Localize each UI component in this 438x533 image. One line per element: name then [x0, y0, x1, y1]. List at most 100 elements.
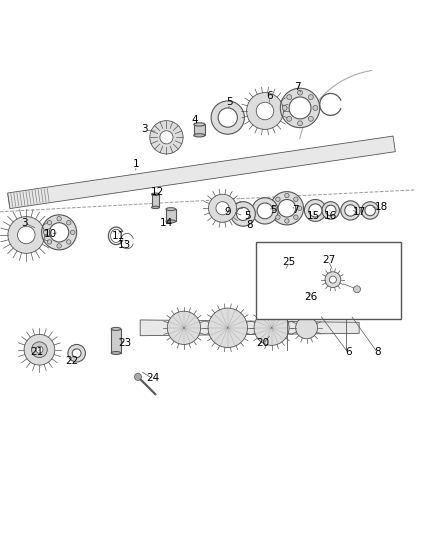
- Circle shape: [329, 276, 336, 283]
- Text: 12: 12: [151, 187, 164, 197]
- Text: 9: 9: [224, 207, 231, 217]
- Ellipse shape: [194, 123, 205, 126]
- Circle shape: [341, 201, 360, 220]
- Text: 3: 3: [141, 124, 148, 134]
- Circle shape: [276, 215, 280, 220]
- Text: 22: 22: [66, 356, 79, 366]
- Circle shape: [281, 274, 297, 290]
- Circle shape: [256, 102, 274, 120]
- Circle shape: [218, 108, 237, 127]
- Circle shape: [287, 269, 291, 272]
- Circle shape: [18, 226, 35, 244]
- Text: 11: 11: [112, 231, 125, 241]
- Text: 14: 14: [160, 217, 173, 228]
- Circle shape: [208, 194, 237, 222]
- Circle shape: [276, 280, 280, 284]
- Bar: [166, 209, 176, 221]
- Circle shape: [293, 215, 298, 220]
- Circle shape: [57, 216, 61, 221]
- Bar: [194, 124, 205, 135]
- Circle shape: [325, 205, 336, 216]
- Circle shape: [293, 197, 298, 201]
- Circle shape: [287, 95, 292, 100]
- Text: 8: 8: [246, 220, 253, 230]
- Circle shape: [279, 288, 283, 292]
- Text: 4: 4: [191, 115, 198, 125]
- Circle shape: [160, 131, 173, 144]
- Circle shape: [247, 93, 283, 130]
- Text: 21: 21: [31, 347, 44, 357]
- Circle shape: [237, 207, 250, 221]
- Text: 27: 27: [322, 255, 335, 265]
- Circle shape: [308, 116, 313, 121]
- Circle shape: [47, 221, 52, 225]
- Circle shape: [285, 219, 289, 223]
- Circle shape: [361, 201, 379, 219]
- Circle shape: [231, 201, 255, 226]
- Bar: [111, 329, 121, 353]
- Circle shape: [67, 240, 71, 244]
- Circle shape: [211, 101, 244, 134]
- Text: 24: 24: [147, 373, 160, 383]
- Circle shape: [257, 203, 273, 219]
- Bar: [152, 194, 159, 207]
- Circle shape: [272, 206, 276, 211]
- Polygon shape: [140, 320, 359, 336]
- Circle shape: [289, 97, 311, 119]
- Circle shape: [309, 204, 322, 217]
- Circle shape: [285, 193, 289, 198]
- Text: 5: 5: [244, 211, 251, 221]
- Circle shape: [167, 311, 201, 344]
- Circle shape: [47, 240, 52, 244]
- Text: 17: 17: [353, 207, 366, 217]
- Circle shape: [134, 374, 141, 381]
- Text: 7: 7: [294, 82, 301, 92]
- Circle shape: [296, 317, 318, 339]
- Circle shape: [36, 346, 43, 353]
- Ellipse shape: [194, 134, 205, 137]
- Text: 5: 5: [270, 205, 277, 215]
- Circle shape: [282, 106, 287, 110]
- Circle shape: [254, 310, 289, 345]
- Circle shape: [278, 199, 296, 217]
- Circle shape: [365, 205, 375, 216]
- Circle shape: [287, 116, 292, 121]
- Circle shape: [353, 286, 360, 293]
- Text: 13: 13: [118, 240, 131, 249]
- Circle shape: [280, 88, 320, 128]
- Circle shape: [295, 288, 299, 292]
- Ellipse shape: [111, 352, 121, 354]
- Circle shape: [72, 349, 81, 358]
- Circle shape: [252, 198, 278, 224]
- Text: 18: 18: [374, 203, 388, 212]
- Text: 15: 15: [307, 211, 320, 221]
- Circle shape: [42, 215, 77, 250]
- Circle shape: [276, 197, 280, 201]
- Polygon shape: [7, 136, 396, 208]
- Circle shape: [43, 230, 48, 235]
- Circle shape: [68, 344, 85, 362]
- Circle shape: [32, 342, 47, 358]
- Circle shape: [150, 120, 183, 154]
- Circle shape: [297, 121, 303, 126]
- Circle shape: [322, 201, 339, 219]
- Text: 25: 25: [283, 257, 296, 267]
- Text: 6: 6: [266, 91, 273, 101]
- Circle shape: [208, 308, 247, 348]
- Circle shape: [325, 272, 341, 287]
- Circle shape: [287, 291, 291, 295]
- Ellipse shape: [166, 208, 176, 211]
- Circle shape: [279, 272, 283, 276]
- Ellipse shape: [166, 220, 176, 223]
- Circle shape: [297, 90, 303, 95]
- Circle shape: [270, 191, 304, 225]
- Circle shape: [304, 199, 326, 221]
- Circle shape: [8, 216, 45, 253]
- Text: 1: 1: [132, 159, 139, 168]
- Text: 8: 8: [374, 347, 381, 357]
- Circle shape: [49, 223, 69, 242]
- Ellipse shape: [152, 193, 159, 196]
- Circle shape: [57, 244, 61, 248]
- Text: 26: 26: [304, 292, 318, 302]
- Bar: [256, 243, 401, 319]
